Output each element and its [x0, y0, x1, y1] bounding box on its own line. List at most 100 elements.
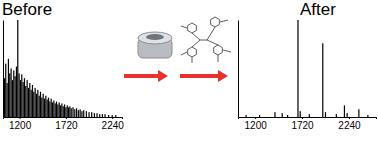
bar	[68, 107, 69, 117]
bar	[94, 113, 95, 117]
bar	[344, 105, 345, 117]
bar	[27, 80, 28, 117]
bond	[218, 55, 219, 62]
bar	[9, 73, 10, 117]
bar	[88, 112, 89, 117]
x-tick-mark	[349, 117, 350, 119]
x-axis-line	[4, 118, 123, 120]
x-tick: 1720	[291, 117, 314, 131]
decoration	[124, 17, 231, 82]
bar	[115, 115, 116, 117]
bar	[53, 101, 54, 117]
bar	[325, 112, 326, 117]
x-axis: 1200 1720 2240	[4, 117, 125, 131]
molecule	[181, 17, 231, 63]
bar	[43, 94, 44, 117]
bar	[65, 107, 66, 117]
bond	[192, 33, 200, 40]
bar	[44, 99, 45, 117]
ring	[188, 47, 197, 57]
bar	[76, 108, 77, 117]
bar	[16, 67, 17, 117]
arrow-shaft	[180, 74, 220, 78]
x-tick-mark	[302, 117, 303, 119]
arrow	[124, 70, 168, 82]
bar	[6, 83, 7, 117]
bar	[51, 99, 52, 117]
bond	[220, 20, 228, 22]
bar	[23, 82, 24, 117]
bar	[19, 73, 20, 117]
bond	[200, 40, 207, 41]
bar	[259, 115, 260, 117]
y-axis-line	[3, 21, 4, 118]
instrument-icon	[138, 32, 172, 58]
bar	[55, 103, 56, 117]
x-tick-mark	[255, 117, 256, 119]
bar	[83, 110, 84, 117]
y-axis-line	[238, 21, 239, 118]
bar	[57, 104, 58, 117]
bar	[91, 112, 92, 117]
x-tick: 1200	[9, 117, 32, 131]
bar	[32, 85, 33, 117]
y-axis	[238, 21, 239, 118]
x-tick: 1200	[245, 117, 268, 131]
bar	[74, 109, 75, 117]
bar	[86, 111, 87, 117]
instrument-lid	[138, 32, 172, 44]
ring	[211, 17, 220, 27]
bar	[48, 98, 49, 117]
bar	[300, 111, 301, 117]
x-tick-mark	[112, 117, 113, 119]
bar	[297, 20, 298, 117]
bar	[287, 115, 288, 117]
bar	[63, 106, 64, 117]
x-tick-mark	[20, 117, 21, 119]
bond	[223, 50, 231, 52]
bar	[41, 98, 42, 117]
bar	[17, 20, 18, 117]
bar	[246, 115, 247, 117]
x-tick-label: 2240	[338, 120, 361, 131]
x-tick: 1720	[55, 117, 78, 131]
bar	[56, 101, 57, 117]
x-tick-label: 1720	[55, 120, 78, 131]
x-tick-label: 2240	[102, 120, 125, 131]
bar	[81, 111, 82, 117]
bar	[60, 105, 61, 117]
bar	[21, 74, 22, 117]
bar	[67, 105, 68, 117]
bars	[4, 20, 117, 117]
ring	[214, 45, 223, 55]
bar	[12, 80, 13, 117]
bar	[72, 107, 73, 117]
bar	[47, 100, 48, 117]
bond	[192, 40, 200, 47]
x-axis-line	[239, 118, 377, 120]
bar	[96, 113, 97, 117]
bar	[37, 90, 38, 117]
spectrum-chart: 120017202240After	[239, 0, 377, 131]
spectrum-chart: 1200 1720 2240 Before	[2, 0, 124, 131]
bar	[282, 113, 283, 117]
bar	[11, 69, 12, 118]
bar	[13, 70, 14, 117]
graphical-abstract: 120017202240Before120017202240After	[0, 0, 378, 142]
bar	[4, 78, 5, 117]
bar	[347, 113, 348, 117]
bar	[108, 115, 109, 117]
bar	[71, 108, 72, 117]
chart-title: Before	[2, 0, 52, 19]
bar	[25, 86, 26, 117]
x-axis: 1200 1720 2240	[239, 117, 377, 131]
bond	[181, 26, 187, 28]
bar	[104, 114, 105, 117]
bar	[59, 102, 60, 117]
bar	[64, 104, 65, 117]
arrow-head	[158, 70, 168, 82]
bar	[80, 109, 81, 117]
bar	[8, 59, 9, 117]
bar	[112, 115, 113, 117]
bond	[207, 27, 215, 40]
